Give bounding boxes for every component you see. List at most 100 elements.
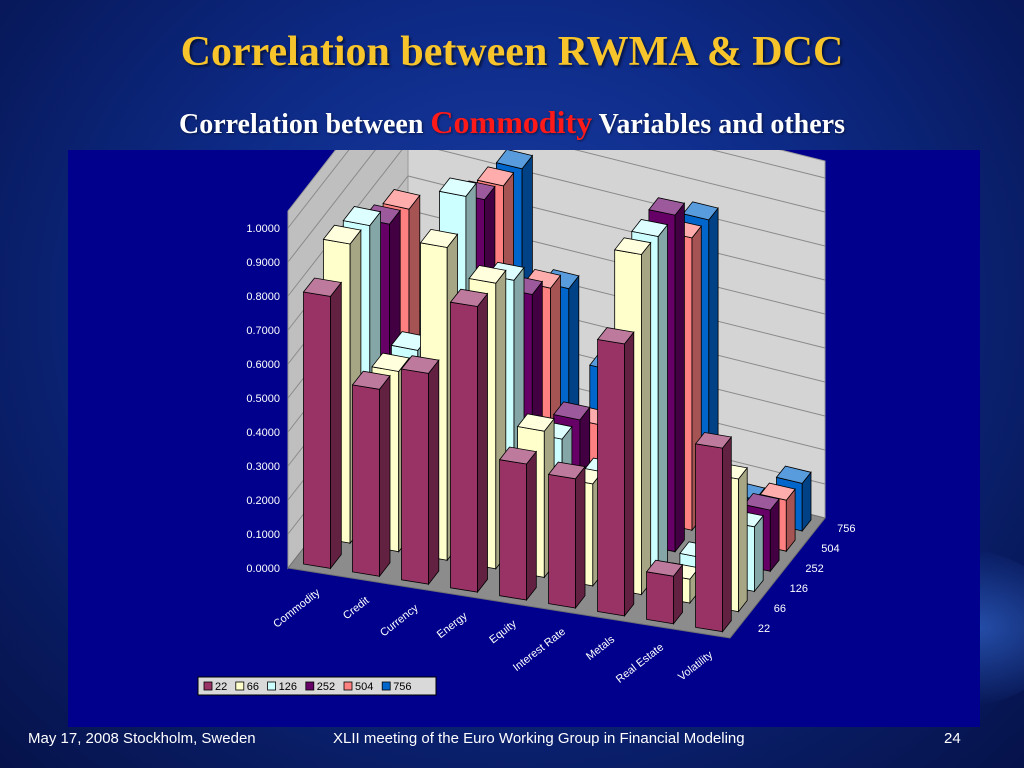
x-tick-label: Equity (487, 618, 519, 647)
bar-top (371, 352, 410, 372)
subtitle-highlight: Commodity (430, 104, 593, 140)
x-tick-label: Interest Rate (511, 626, 568, 674)
subtitle-suffix: Variables and others (592, 109, 846, 140)
bar-front-22-commodity (303, 291, 331, 569)
bar-side (657, 223, 668, 575)
bar-top (476, 166, 515, 187)
footer-page-number: 24 (944, 730, 961, 747)
chart-panel: 0.0000 0.1000 0.2000 0.3000 0.4000 0.5000 0.60… (68, 150, 980, 727)
bar-front-22-equity (499, 459, 527, 601)
bar-side (674, 202, 685, 553)
gridline (287, 150, 826, 229)
y-tick-label: 0.3000 (246, 461, 280, 473)
bar-top (400, 355, 440, 374)
bar-top (419, 228, 459, 248)
bar-top (438, 177, 477, 197)
x-tick-label: Commodity (271, 587, 323, 631)
y-tick-label: 0.9000 (246, 257, 280, 269)
y-tick-label: 0.0000 (246, 563, 280, 575)
x-tick-label: Credit (341, 595, 372, 623)
legend-swatch (267, 681, 277, 691)
bar-side (769, 497, 780, 573)
bar-front-22-credit (352, 384, 380, 577)
legend-swatch (305, 681, 315, 691)
bar-front-22-currency (401, 368, 429, 585)
chart-3d-column: 0.0000 0.1000 0.2000 0.3000 0.4000 0.5000 0.60… (197, 150, 855, 696)
bar-front-22-energy (450, 301, 478, 593)
slide-subtitle: Correlation between Commodity Variables … (0, 104, 1024, 141)
bar-top (759, 482, 796, 501)
x-tick-label: Energy (435, 610, 470, 641)
bar-top (631, 219, 669, 237)
legend-entry: 252 (317, 681, 335, 693)
y-tick-label: 0.8000 (246, 291, 280, 303)
bar-side (722, 435, 732, 633)
x-tick-label: Metals (584, 633, 617, 663)
y-tick-label: 0.1000 (246, 529, 280, 541)
depth-tick-label: 126 (790, 583, 808, 595)
bar-side (575, 465, 586, 610)
bar-top (613, 237, 652, 255)
legend-swatch (235, 681, 245, 691)
bar-top (498, 446, 538, 465)
bar-front-22-metals (597, 339, 625, 617)
bar-top (775, 465, 812, 484)
bar-front-22-real-estate (646, 571, 674, 625)
bar-top (449, 288, 489, 307)
legend-entry: 756 (393, 681, 411, 693)
x-tick-label: Real Estate (614, 641, 666, 685)
x-tick-label: Currency (378, 602, 421, 639)
bar-side (428, 359, 440, 586)
legend-swatch (203, 681, 213, 691)
bar-side (738, 466, 748, 613)
footer-date-location: May 17, 2008 Stockholm, Sweden (28, 730, 256, 747)
y-tick-label: 0.7000 (246, 325, 280, 337)
gridline (287, 150, 826, 263)
y-tick-label: 1.0000 (246, 223, 280, 235)
depth-tick-label: 22 (758, 623, 770, 635)
bar-side (330, 281, 342, 570)
depth-tick-label: 252 (805, 563, 823, 575)
x-tick-label: Volatility (676, 649, 716, 684)
bar-top (648, 197, 686, 216)
y-tick-label: 0.6000 (246, 359, 280, 371)
bar-top (682, 201, 719, 221)
depth-tick-label: 756 (837, 523, 855, 535)
depth-tick-label: 504 (821, 543, 839, 555)
y-tick-label: 0.5000 (246, 393, 280, 405)
slide-title: Correlation between RWMA & DCC (180, 29, 844, 75)
bar-top (302, 277, 343, 297)
bar-top (468, 265, 507, 284)
bar-top (516, 413, 555, 432)
legend-box (197, 676, 437, 696)
bar-side (754, 514, 764, 593)
y-tick-label: 0.4000 (246, 427, 280, 439)
bar-side (379, 374, 391, 578)
bar-side (641, 241, 652, 596)
bar-top (322, 224, 362, 245)
y-tick-label: 0.2000 (246, 495, 280, 507)
legend-swatch (381, 681, 391, 691)
footer-meeting: XLII meeting of the Euro Working Group i… (333, 730, 745, 747)
bar-side (477, 292, 488, 594)
depth-tick-label: 66 (774, 603, 786, 615)
bar-top (694, 432, 733, 449)
bar-top (382, 189, 421, 210)
bar-top (547, 461, 586, 480)
subtitle-prefix: Correlation between (178, 109, 431, 140)
legend-entry: 126 (279, 681, 297, 693)
bar-top (743, 492, 780, 511)
legend-entry: 504 (355, 681, 373, 693)
bar-front-22-interest-rate (548, 473, 576, 609)
bar-top (552, 401, 591, 421)
bar-top (645, 559, 684, 577)
bar-top (342, 206, 382, 227)
bar-top (351, 370, 391, 390)
bar-front-22-volatility (695, 443, 723, 633)
legend-swatch (343, 681, 353, 691)
bar-side (526, 450, 537, 602)
legend-entry: 66 (247, 681, 259, 693)
bar-top (495, 150, 534, 170)
bar-side (624, 330, 635, 618)
bar-top (596, 327, 635, 345)
